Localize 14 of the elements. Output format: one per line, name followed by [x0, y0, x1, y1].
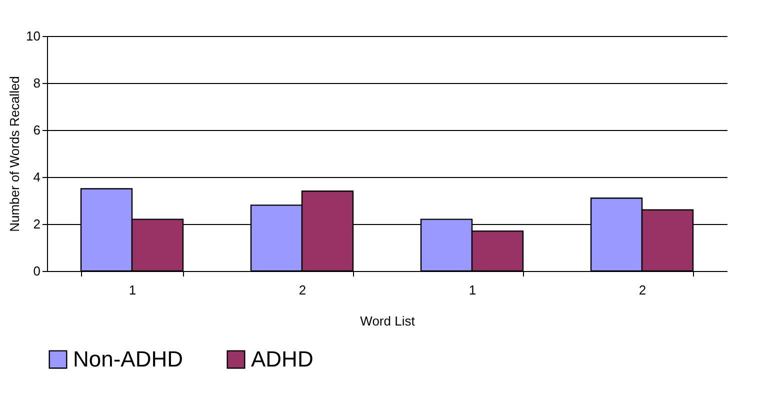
y-tick-label: 8 — [33, 76, 40, 90]
y-tick-label: 10 — [26, 28, 40, 44]
x-tick-label: 1 — [128, 282, 136, 298]
x-tick-label: 1 — [468, 282, 476, 298]
y-tick-label: 2 — [33, 216, 40, 232]
y-tick-label: 6 — [33, 122, 40, 138]
legend-label: Non-ADHD — [73, 346, 184, 372]
y-tick-label: 4 — [33, 170, 40, 184]
y-axis-title: Number of Words Recalled — [7, 76, 22, 232]
y-tick-label: 0 — [33, 264, 40, 278]
legend-label: ADHD — [251, 346, 314, 372]
x-tick-label: 2 — [298, 282, 306, 298]
x-axis-title: Word List — [360, 314, 416, 328]
x-tick-label: 2 — [638, 282, 646, 298]
